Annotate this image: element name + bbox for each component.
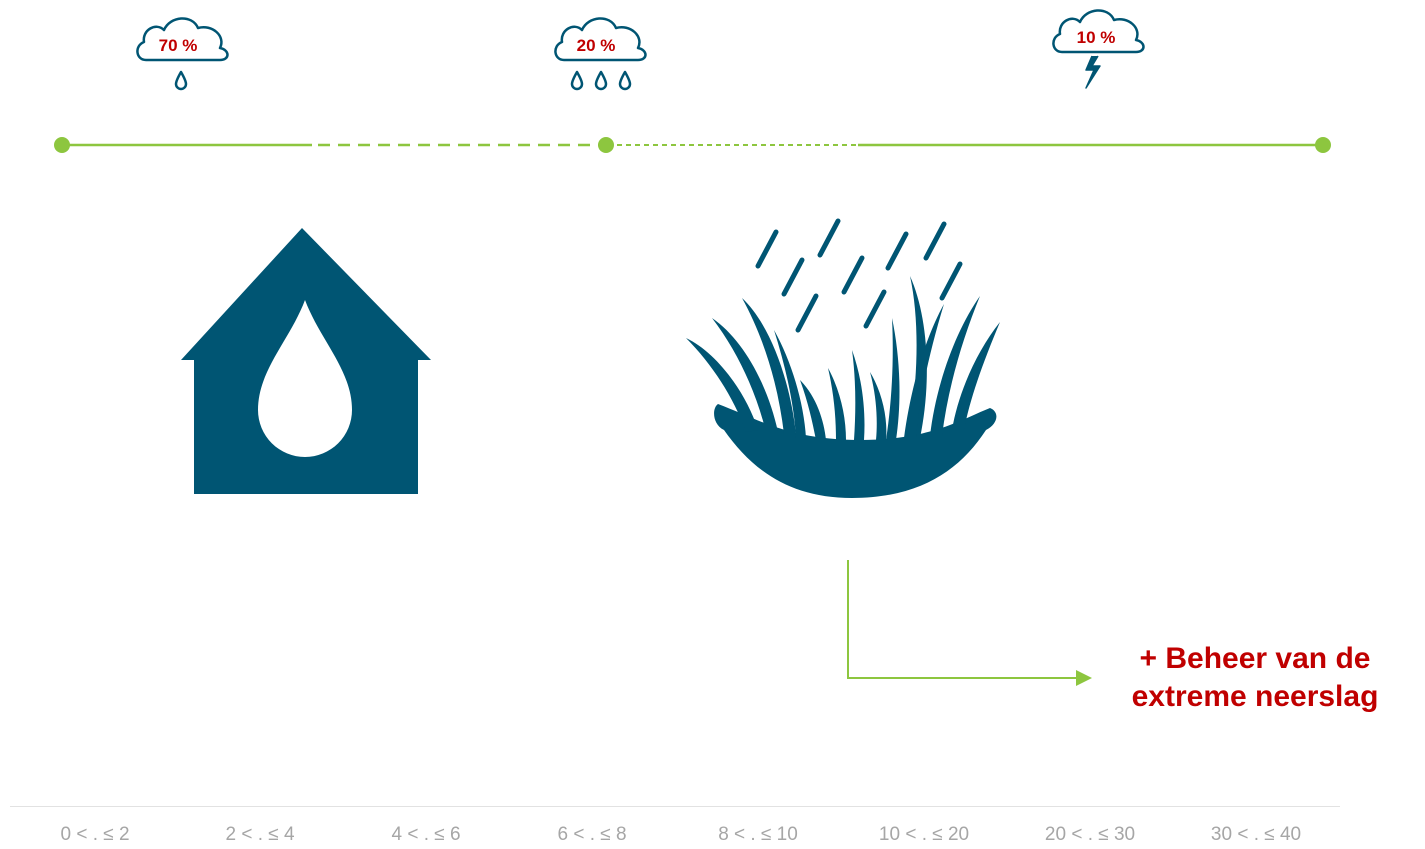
axis-tick-label: 30 < . ≤ 40 xyxy=(1210,824,1302,845)
timeline-end-dot xyxy=(1315,137,1331,153)
callout-connector-arrow xyxy=(847,560,1092,686)
cloud-label-70: 70 % xyxy=(158,36,198,55)
axis-tick-label: 8 < . ≤ 10 xyxy=(718,824,798,845)
rain-on-grass-icon xyxy=(686,218,1000,498)
timeline-mid-dot xyxy=(598,137,614,153)
axis-tick-label: 4 < . ≤ 6 xyxy=(391,824,461,845)
callout-line-1: + Beheer van de xyxy=(1139,642,1371,675)
house-water-drop-icon xyxy=(181,228,431,494)
timeline-start-dot xyxy=(54,137,70,153)
axis-tick-label: 20 < . ≤ 30 xyxy=(1044,824,1136,845)
callout-line-2: extreme neerslag xyxy=(1131,680,1379,713)
extreme-rainfall-callout: + Beheer van de extreme neerslag xyxy=(1090,640,1420,716)
rain-cloud-icon xyxy=(136,17,229,91)
axis-divider xyxy=(10,806,1340,807)
heavy-rain-cloud-icon xyxy=(554,17,647,91)
axis-tick-label: 2 < . ≤ 4 xyxy=(225,824,295,845)
cloud-label-10: 10 % xyxy=(1076,28,1116,47)
axis-tick-label: 10 < . ≤ 20 xyxy=(878,824,970,845)
axis-tick-label: 0 < . ≤ 2 xyxy=(60,824,130,845)
storm-cloud-icon xyxy=(1052,9,1145,89)
axis-tick-label: 6 < . ≤ 8 xyxy=(557,824,627,845)
cloud-label-20: 20 % xyxy=(576,36,616,55)
